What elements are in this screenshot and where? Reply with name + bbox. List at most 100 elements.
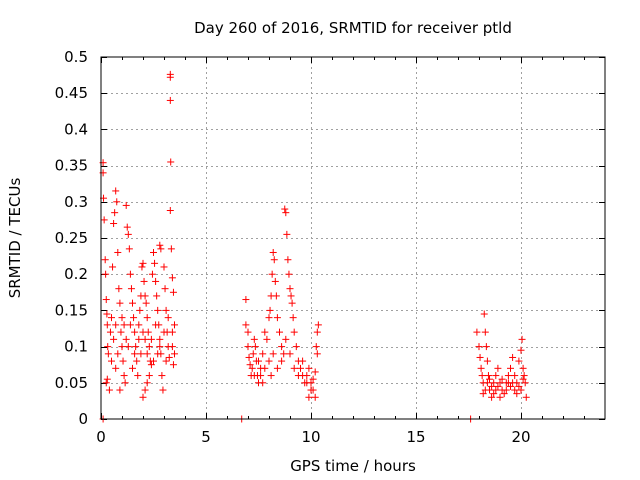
data-point: [133, 357, 141, 365]
data-point: [515, 357, 523, 365]
x-tick-label: 10: [301, 428, 320, 446]
data-point: [141, 386, 149, 394]
data-point: [273, 364, 281, 372]
data-point: [156, 343, 164, 351]
data-point: [511, 372, 519, 380]
data-point: [486, 375, 493, 383]
data-point: [139, 259, 147, 267]
data-point: [515, 382, 523, 390]
data-point: [166, 73, 174, 81]
data-point: [103, 375, 111, 383]
data-point: [286, 350, 294, 358]
data-point: [165, 353, 173, 361]
y-tick-label: 0.4: [64, 120, 88, 138]
data-point: [519, 375, 527, 383]
data-point: [110, 335, 118, 343]
data-point: [244, 328, 252, 336]
data-point: [147, 361, 155, 369]
data-point: [145, 343, 153, 351]
data-point: [284, 256, 292, 264]
data-point: [269, 350, 277, 358]
data-point: [129, 364, 136, 372]
data-point: [521, 379, 529, 387]
data-point: [522, 393, 530, 401]
data-point: [283, 230, 291, 238]
data-point: [160, 263, 168, 271]
y-tick-label: 0.2: [64, 265, 88, 283]
data-point: [135, 335, 143, 343]
data-point: [108, 314, 115, 322]
data-point: [490, 379, 498, 387]
data-point: [280, 350, 288, 358]
data-point: [282, 335, 290, 343]
data-point: [139, 393, 147, 401]
data-point: [294, 372, 302, 380]
data-point: [261, 328, 269, 336]
data-point: [156, 335, 164, 343]
data-point: [282, 209, 290, 217]
data-point: [105, 386, 113, 394]
data-point: [111, 209, 119, 217]
y-tick-label: 0.05: [55, 374, 88, 392]
data-point: [112, 364, 120, 372]
data-point: [110, 220, 118, 228]
data-point: [126, 321, 134, 329]
data-point: [263, 335, 271, 343]
data-point: [520, 372, 528, 380]
data-point: [250, 335, 258, 343]
data-point: [118, 314, 126, 322]
x-tick-label: 5: [201, 428, 211, 446]
data-point: [109, 263, 117, 271]
data-point: [115, 285, 123, 293]
data-point: [158, 372, 166, 380]
data-point: [112, 321, 120, 329]
data-point: [117, 328, 125, 336]
data-point: [101, 256, 109, 264]
data-point: [496, 393, 504, 401]
data-point: [313, 350, 321, 358]
data-point: [116, 299, 124, 307]
x-tick-label: 0: [96, 428, 106, 446]
data-points: [99, 70, 530, 423]
data-point: [143, 350, 151, 358]
data-point: [299, 357, 307, 365]
data-point: [502, 386, 510, 394]
chart-title: Day 260 of 2016, SRMTID for receiver ptl…: [194, 19, 512, 37]
data-point: [135, 321, 143, 329]
data-point: [100, 216, 108, 224]
data-point: [123, 223, 131, 231]
data-point: [249, 350, 257, 358]
data-point: [160, 328, 168, 336]
x-tick-label: 15: [406, 428, 425, 446]
data-point: [483, 379, 491, 387]
data-point: [143, 314, 151, 322]
data-point: [131, 328, 139, 336]
data-point: [246, 361, 254, 369]
data-point: [479, 390, 487, 398]
data-point: [242, 321, 250, 329]
data-point: [151, 259, 159, 267]
data-point: [473, 328, 481, 336]
data-point: [132, 343, 140, 351]
data-point: [143, 379, 151, 387]
data-point: [287, 292, 295, 300]
data-point: [164, 314, 172, 322]
y-tick-label: 0.3: [64, 193, 88, 211]
data-point: [517, 386, 525, 394]
data-point: [483, 357, 491, 365]
data-point: [276, 328, 283, 336]
data-point: [269, 248, 277, 256]
data-point: [290, 364, 298, 372]
y-tick-label: 0: [78, 410, 88, 428]
data-point: [113, 198, 121, 206]
data-point: [271, 277, 279, 285]
data-point: [488, 393, 496, 401]
data-point: [311, 368, 319, 376]
data-point: [303, 379, 311, 387]
data-point: [314, 321, 322, 329]
data-point: [265, 314, 273, 322]
y-tick-label: 0.5: [64, 48, 88, 66]
data-point: [259, 379, 267, 387]
data-point: [114, 248, 122, 256]
